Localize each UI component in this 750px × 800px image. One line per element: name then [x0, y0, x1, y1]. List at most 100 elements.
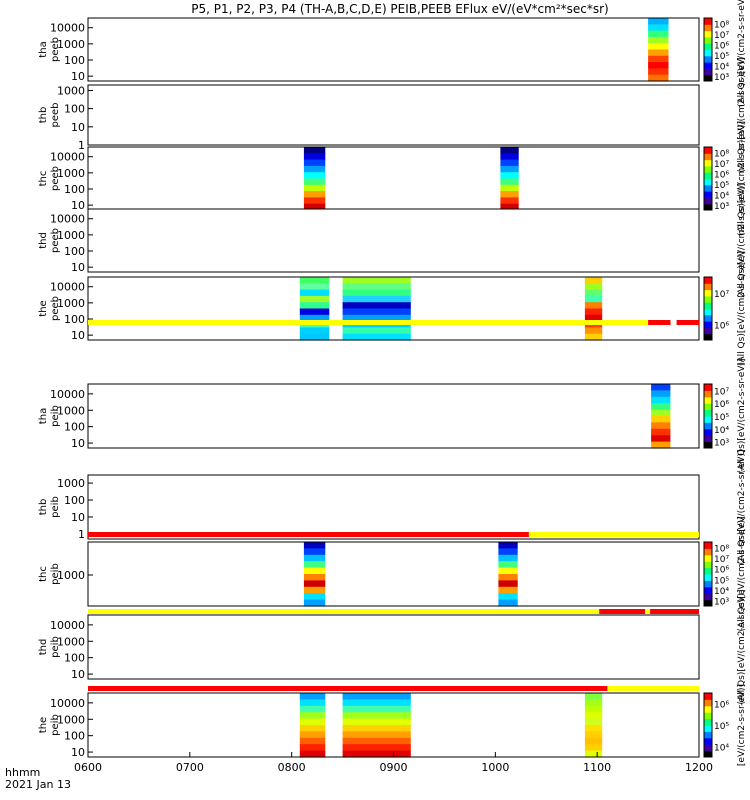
spectrogram-band — [651, 409, 671, 417]
spectrogram-band — [299, 327, 330, 335]
colorbar-swatch — [704, 731, 712, 739]
colorbar-tick-label: 10⁸ — [714, 20, 729, 30]
spectrogram-band — [342, 277, 411, 284]
spectrogram-band — [584, 333, 603, 341]
colorbar-tick-label: 10⁴ — [714, 62, 729, 72]
flag-segment — [88, 532, 529, 537]
spectrogram-band — [500, 159, 519, 167]
spectrogram-band — [498, 548, 518, 556]
panel-label-probe: tha — [38, 41, 49, 57]
flag-bar-1 — [88, 320, 699, 325]
colorbar-swatch — [704, 308, 712, 316]
flag-segment — [88, 686, 608, 691]
colorbar-swatch — [704, 289, 712, 297]
colorbar-tick-label: 10⁶ — [714, 321, 729, 331]
spectrogram-band — [342, 295, 411, 303]
spectrogram-band — [299, 302, 330, 310]
panel-label-probe: thb — [38, 107, 49, 124]
colorbar: 10³ 10⁴ 10⁵ 10⁶ 10⁷ (All Qs)[eV/(cm2-s-sr-eV)… — [703, 359, 747, 473]
colorbar-swatch — [704, 384, 712, 391]
flag-bar-2 — [88, 532, 699, 537]
colorbar-swatch — [704, 705, 712, 713]
spectrogram-band — [299, 277, 330, 284]
spectrogram-band — [303, 574, 326, 581]
spectrogram-band — [342, 737, 411, 745]
spectrogram-band — [500, 153, 519, 161]
colorbar-swatch — [704, 744, 712, 752]
spectrogram-band — [651, 422, 671, 430]
colorbar-tick-label: 10⁶ — [714, 170, 729, 180]
spectrogram-band — [584, 731, 603, 739]
colorbar-swatch — [704, 295, 712, 303]
spectrogram-band — [500, 147, 519, 154]
y-tick-label: 10000 — [50, 619, 85, 632]
x-tick-label: 0800 — [278, 761, 306, 774]
y-tick-label: 10 — [71, 668, 85, 681]
spectrogram-band — [498, 593, 518, 601]
x-tick-label: 1000 — [481, 761, 509, 774]
panel-frame — [87, 17, 700, 82]
spectrogram-band — [342, 705, 411, 713]
spectrogram-band — [303, 172, 326, 180]
colorbar-tick-label: 10⁷ — [714, 290, 729, 300]
spectrogram-block-1 — [303, 147, 326, 211]
spectrogram-band — [584, 314, 603, 322]
panel-label-probe: thb — [38, 499, 49, 516]
colorbar-swatch — [704, 49, 712, 57]
spectrogram-block-2 — [342, 693, 411, 758]
spectrogram-band — [303, 153, 326, 161]
spectrogram-band — [303, 159, 326, 167]
flag-segment — [88, 320, 649, 325]
colorbar-swatch — [704, 277, 712, 284]
spectrogram-band — [303, 586, 326, 594]
spectrogram-band — [584, 705, 603, 713]
spectrogram-band — [584, 302, 603, 310]
colorbar-label: (All Qs)[eV/(cm2-s-sr-eV)] — [737, 121, 747, 236]
spectrogram-band — [299, 725, 326, 732]
colorbar-tick-label: 10³ — [714, 598, 729, 608]
colorbar-swatch — [704, 593, 712, 601]
colorbar-swatch — [704, 396, 712, 404]
colorbar-swatch — [704, 153, 712, 161]
spectrogram-band — [500, 165, 519, 173]
colorbar-swatch — [704, 184, 712, 192]
colorbar-tick-label: 10⁴ — [714, 587, 729, 597]
time-axis: 0600 0700 0800 0900 1000 1100 1200 — [74, 752, 713, 774]
colorbar-tick-label: 10⁶ — [714, 41, 729, 51]
spectrogram-band — [299, 295, 330, 303]
colorbar-tick-label: 10⁵ — [714, 722, 729, 732]
spectrogram-band — [584, 327, 603, 335]
colorbar-frame — [703, 541, 713, 607]
panel-background — [88, 615, 699, 679]
colorbar: (All Qs)[eV/(cm2-s-sr-eV)] — [737, 183, 747, 298]
panel-label-probe: tha — [38, 408, 49, 424]
x-axis-label-date: 2021 Jan 13 — [5, 778, 71, 791]
colorbar-tick-label: 10⁵ — [714, 413, 729, 423]
spectrogram-band — [584, 693, 603, 700]
spectrogram-band — [299, 693, 326, 700]
spectrogram-block-3 — [584, 277, 603, 341]
panel-background — [88, 384, 699, 448]
panel-label-probe: the — [38, 300, 49, 316]
y-tick-label: 1000 — [57, 477, 85, 490]
colorbar-frame — [703, 17, 713, 82]
colorbar-swatch — [704, 18, 712, 25]
panel-frame — [87, 474, 700, 540]
spectrogram-band — [303, 593, 326, 601]
spectrogram-band — [299, 737, 326, 745]
spectrogram-band — [299, 314, 330, 322]
colorbar-swatch — [704, 314, 712, 322]
spectrogram-band — [648, 55, 669, 63]
colorbar-label: (All Qs)[eV/(cm2-s-sr-eV)] — [737, 251, 747, 366]
colorbar-swatch — [704, 30, 712, 38]
colorbar-swatch — [704, 737, 712, 745]
panel-label-product: peib — [50, 714, 61, 736]
flag-segment — [648, 320, 671, 325]
colorbar-swatch — [704, 542, 712, 549]
colorbar: (All Qs)[eV/(cm2-s-sr-eV)] — [737, 590, 747, 705]
spectrogram-band — [342, 750, 411, 758]
y-tick-label: 1000 — [57, 297, 85, 310]
y-tick-label: 10000 — [50, 281, 85, 294]
y-tick-label: 100 — [64, 183, 85, 196]
